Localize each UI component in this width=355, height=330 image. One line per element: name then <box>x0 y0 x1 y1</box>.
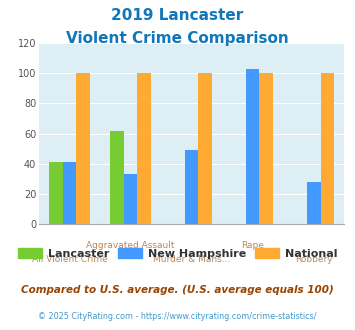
Text: Rape: Rape <box>241 241 264 250</box>
Text: All Violent Crime: All Violent Crime <box>32 255 108 264</box>
Bar <box>63 162 76 224</box>
Bar <box>260 73 273 224</box>
Text: Robbery: Robbery <box>295 255 333 264</box>
Bar <box>321 73 334 224</box>
Text: 2019 Lancaster: 2019 Lancaster <box>111 8 244 23</box>
Text: Violent Crime Comparison: Violent Crime Comparison <box>66 31 289 46</box>
Bar <box>49 162 63 224</box>
Bar <box>307 182 321 224</box>
Bar <box>246 69 260 224</box>
Bar <box>137 73 151 224</box>
Legend: Lancaster, New Hampshire, National: Lancaster, New Hampshire, National <box>13 244 342 263</box>
Bar <box>198 73 212 224</box>
Bar <box>185 150 198 224</box>
Bar <box>76 73 90 224</box>
Bar <box>124 175 137 224</box>
Bar <box>110 131 124 224</box>
Text: Aggravated Assault: Aggravated Assault <box>86 241 175 250</box>
Text: © 2025 CityRating.com - https://www.cityrating.com/crime-statistics/: © 2025 CityRating.com - https://www.city… <box>38 312 317 321</box>
Text: Compared to U.S. average. (U.S. average equals 100): Compared to U.S. average. (U.S. average … <box>21 285 334 295</box>
Text: Murder & Mans...: Murder & Mans... <box>153 255 230 264</box>
